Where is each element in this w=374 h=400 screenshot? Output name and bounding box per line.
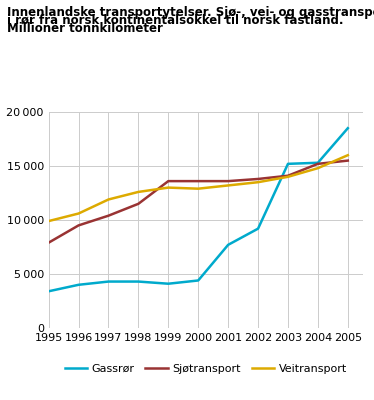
Gassrør	[346, 126, 350, 130]
Gassrør	[286, 162, 290, 166]
Sjøtransport	[286, 173, 290, 178]
Gassrør	[226, 242, 230, 247]
Sjøtransport	[136, 202, 141, 206]
Veitransport	[106, 197, 111, 202]
Sjøtransport	[46, 240, 51, 245]
Veitransport	[286, 174, 290, 179]
Text: Innenlandske transportytelser. Sjø-, vei- og gasstransport: Innenlandske transportytelser. Sjø-, vei…	[7, 6, 374, 19]
Gassrør	[136, 279, 141, 284]
Veitransport	[46, 219, 51, 224]
Veitransport	[136, 190, 141, 194]
Veitransport	[196, 186, 200, 191]
Veitransport	[256, 180, 260, 184]
Veitransport	[316, 166, 320, 170]
Sjøtransport	[166, 179, 171, 184]
Y-axis label: Millioner tonnkm: Millioner tonnkm	[0, 173, 1, 267]
Sjøtransport	[226, 179, 230, 184]
Legend: Gassrør, Sjøtransport, Veitransport: Gassrør, Sjøtransport, Veitransport	[60, 360, 351, 378]
Gassrør	[256, 226, 260, 231]
Text: Millioner tonnkilometer: Millioner tonnkilometer	[7, 22, 163, 35]
Gassrør	[166, 281, 171, 286]
Sjøtransport	[76, 223, 81, 228]
Sjøtransport	[316, 162, 320, 166]
Veitransport	[346, 153, 350, 158]
Gassrør	[46, 289, 51, 294]
Sjøtransport	[346, 158, 350, 163]
Veitransport	[76, 211, 81, 216]
Line: Veitransport: Veitransport	[49, 155, 348, 221]
Gassrør	[106, 279, 111, 284]
Text: i rør fra norsk kontinentalsokkel til norsk fastland.: i rør fra norsk kontinentalsokkel til no…	[7, 14, 344, 27]
Gassrør	[76, 282, 81, 287]
Sjøtransport	[256, 176, 260, 181]
Veitransport	[166, 185, 171, 190]
Sjøtransport	[196, 179, 200, 184]
Gassrør	[316, 160, 320, 165]
Veitransport	[226, 183, 230, 188]
Sjøtransport	[106, 213, 111, 218]
Line: Gassrør: Gassrør	[49, 128, 348, 291]
Gassrør	[196, 278, 200, 283]
Line: Sjøtransport: Sjøtransport	[49, 160, 348, 243]
